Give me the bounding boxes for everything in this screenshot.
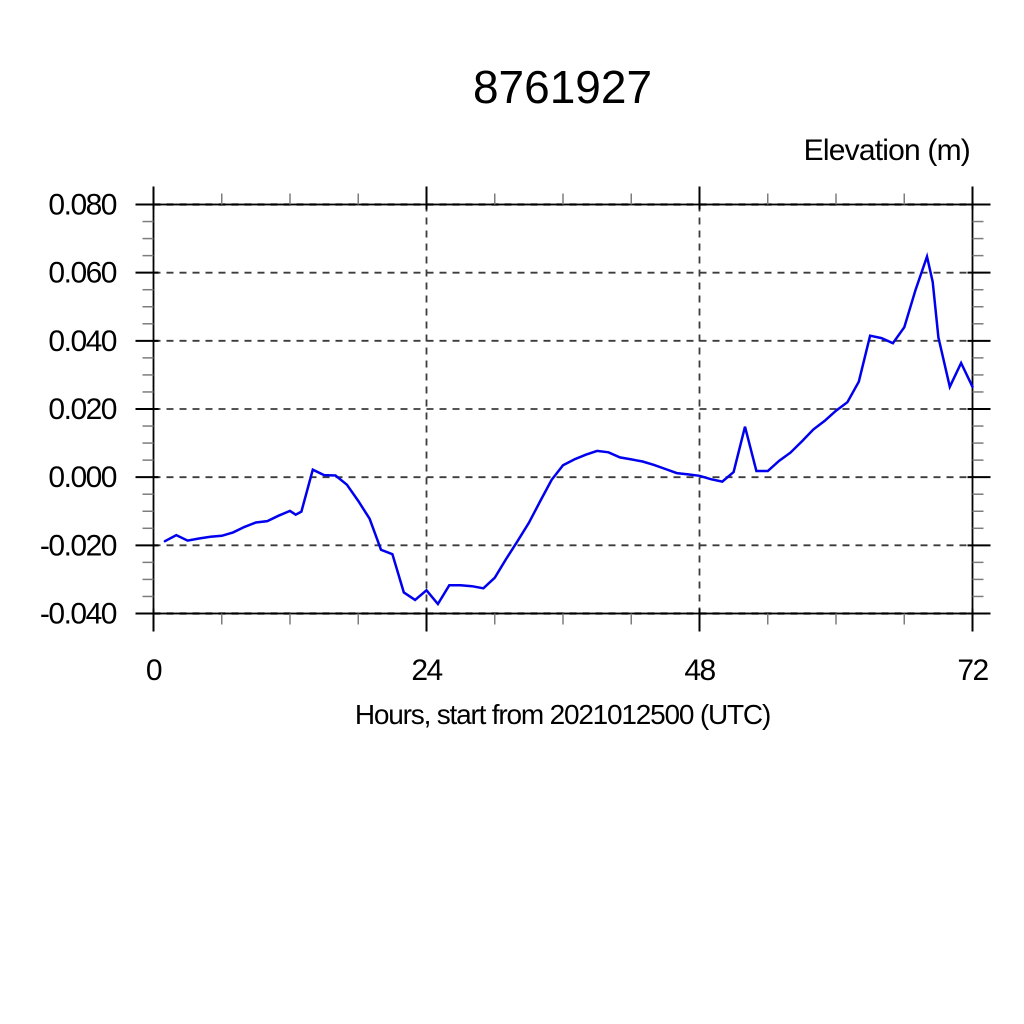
x-tick-label: 24 [411,654,442,687]
y-tick-label: 0.000 [48,461,116,494]
y-tick-label: 0.080 [48,189,116,222]
x-tick-label: 0 [146,654,162,687]
x-tick-label: 48 [684,654,715,687]
x-axis-label: Hours, start from 2021012500 (UTC) [354,699,771,730]
data-line-elevation [163,252,974,607]
y-tick-label: 0.020 [48,393,116,426]
x-tick-label: 72 [957,654,988,687]
y-tick-label: -0.040 [40,598,117,631]
y-tick-label: -0.020 [40,529,117,562]
y-tick-label: 0.040 [48,325,116,358]
y-unit-label: Elevation (m) [803,134,971,167]
chart-title: 8761927 [472,61,653,113]
y-tick-label: 0.060 [48,257,116,290]
